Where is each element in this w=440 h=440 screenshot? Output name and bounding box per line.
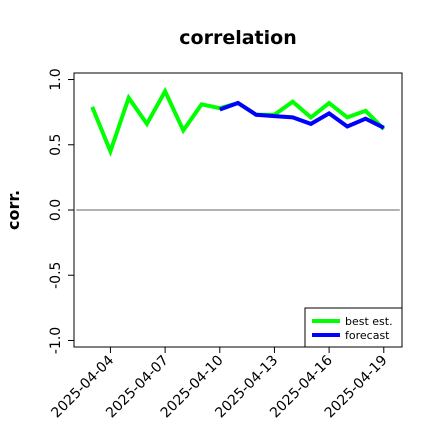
x-axis-ticks: 2025-04-042025-04-072025-04-102025-04-13… <box>48 347 391 421</box>
legend-label-best-est: best est. <box>345 315 393 328</box>
series-line-forecast <box>219 100 385 130</box>
y-tick-label: 1.0 <box>48 68 64 90</box>
series-layer <box>90 86 386 157</box>
legend-box <box>304 307 403 348</box>
y-axis-label: corr. <box>4 190 23 230</box>
y-tick-label: -0.5 <box>48 262 64 289</box>
legend-label-forecast: forecast <box>345 329 390 342</box>
y-tick-label: -1.0 <box>48 327 64 354</box>
y-tick-label: 0.5 <box>48 134 64 156</box>
chart-title: correlation <box>179 27 296 49</box>
y-axis-ticks: -1.0 -0.5 0.0 0.5 1.0 <box>48 68 74 354</box>
y-tick-label: 0.0 <box>48 199 64 221</box>
legend: best est. forecast <box>304 307 403 348</box>
